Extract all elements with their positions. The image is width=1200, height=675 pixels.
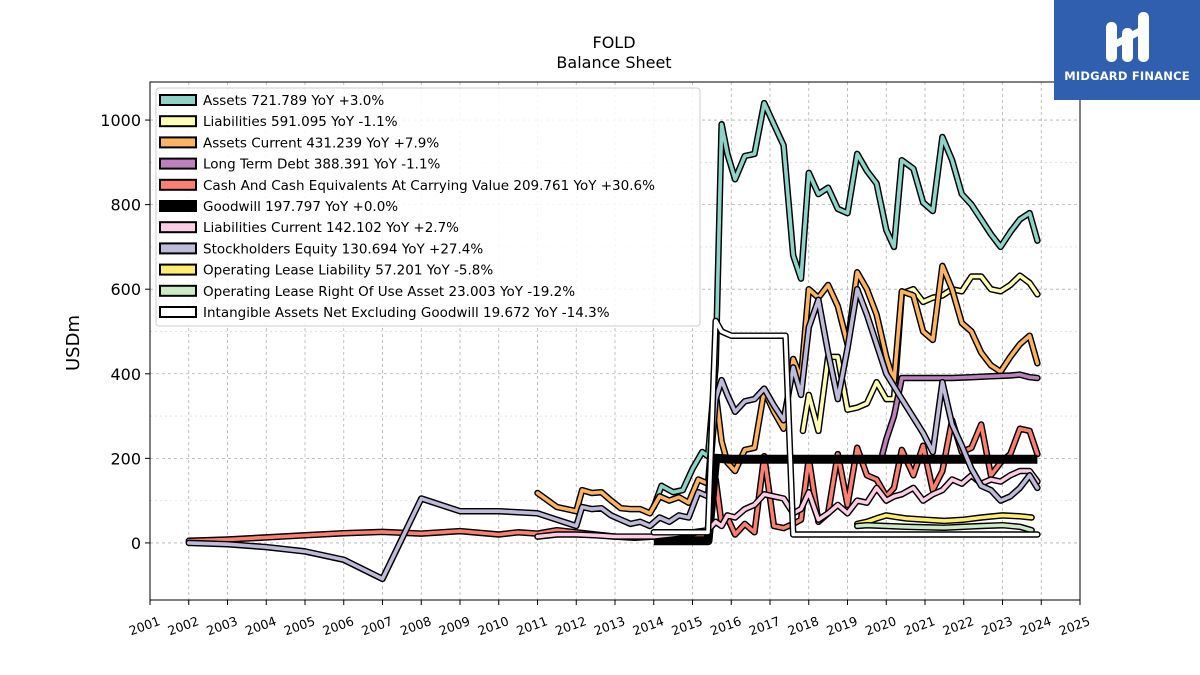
series-line — [801, 273, 1040, 433]
legend-item: Operating Lease Liability 57.201 YoY -5.… — [159, 263, 493, 279]
legend-item: Long Term Debt 388.391 YoY -1.1% — [159, 157, 441, 173]
legend-swatch — [159, 157, 197, 170]
series-operating-lease-right-of-use-asset — [853, 521, 1035, 534]
series-long-term-debt — [879, 371, 1041, 458]
series-operating-lease-liability — [853, 512, 1035, 528]
chart-title: FOLD — [592, 33, 635, 52]
series-line — [652, 319, 1040, 537]
legend-label: Operating Lease Right Of Use Asset 23.00… — [203, 284, 575, 300]
legend-swatch — [159, 178, 197, 191]
legend-label: Assets Current 431.239 YoY +7.9% — [203, 135, 439, 151]
legend-label: Assets 721.789 YoY +3.0% — [203, 93, 384, 109]
legend-swatch — [159, 221, 197, 234]
legend-label: Operating Lease Liability 57.201 YoY -5.… — [203, 263, 493, 279]
series-liabilities — [799, 272, 1041, 435]
y-tick-label: 1000 — [100, 111, 141, 130]
y-tick-label: 0 — [131, 534, 141, 553]
series-line — [880, 372, 1040, 456]
legend-item: Intangible Assets Net Excluding Goodwill… — [159, 305, 610, 321]
legend-box — [155, 87, 701, 327]
legend-swatch — [159, 242, 197, 255]
legend-label: Goodwill 197.797 YoY +0.0% — [203, 199, 398, 215]
y-tick-label: 800 — [110, 196, 141, 215]
legend-item: Stockholders Equity 130.694 YoY +27.4% — [159, 241, 483, 257]
series-line — [855, 513, 1034, 526]
legend: Assets 721.789 YoY +3.0% Liabilities 591.… — [155, 87, 701, 327]
legend-swatch — [159, 200, 197, 212]
legend-item: Assets Current 431.239 YoY +7.9% — [159, 135, 439, 151]
legend-swatch — [159, 115, 197, 128]
y-tick-label: 200 — [110, 449, 141, 468]
series-line — [855, 523, 1034, 532]
legend-swatch — [159, 263, 197, 276]
legend-label: Intangible Assets Net Excluding Goodwill… — [203, 305, 610, 321]
legend-swatch — [159, 136, 197, 149]
series-line — [187, 287, 1040, 581]
series-intangible-assets-net-excluding-goodwill — [650, 317, 1041, 538]
logo-mark-icon — [1106, 12, 1149, 62]
legend-swatch — [159, 306, 197, 318]
logo-text: MIDGARD FINANCE — [1064, 69, 1190, 83]
series-stockholders-equity — [185, 285, 1041, 583]
legend-item: Goodwill 197.797 YoY +0.0% — [159, 199, 398, 215]
legend-swatch — [159, 94, 197, 106]
legend-label: Liabilities Current 142.102 YoY +2.7% — [203, 220, 459, 236]
series-lines — [185, 99, 1041, 583]
legend-item: Assets 721.789 YoY +3.0% — [159, 93, 384, 109]
y-tick-label: 400 — [110, 365, 141, 384]
series-assets-current — [534, 262, 1041, 517]
legend-item: Cash And Cash Equivalents At Carrying Va… — [159, 178, 655, 194]
series-line — [535, 264, 1040, 516]
legend-label: Long Term Debt 388.391 YoY -1.1% — [203, 157, 441, 173]
y-tick-label: 600 — [110, 280, 141, 299]
legend-swatch — [159, 284, 197, 297]
chart-subtitle: Balance Sheet — [556, 53, 671, 72]
brand-logo: MIDGARD FINANCE — [1054, 0, 1200, 100]
legend-label: Cash And Cash Equivalents At Carrying Va… — [203, 178, 655, 194]
legend-label: Stockholders Equity 130.694 YoY +27.4% — [203, 241, 483, 257]
legend-item: Liabilities 591.095 YoY -1.1% — [159, 114, 398, 130]
y-axis: 0 200 400 600 800 1000 — [100, 111, 150, 553]
y-axis-label: USDm — [63, 315, 84, 371]
legend-label: Liabilities 591.095 YoY -1.1% — [203, 114, 398, 130]
legend-item: Liabilities Current 142.102 YoY +2.7% — [159, 220, 459, 236]
legend-item: Operating Lease Right Of Use Asset 23.00… — [159, 284, 575, 300]
